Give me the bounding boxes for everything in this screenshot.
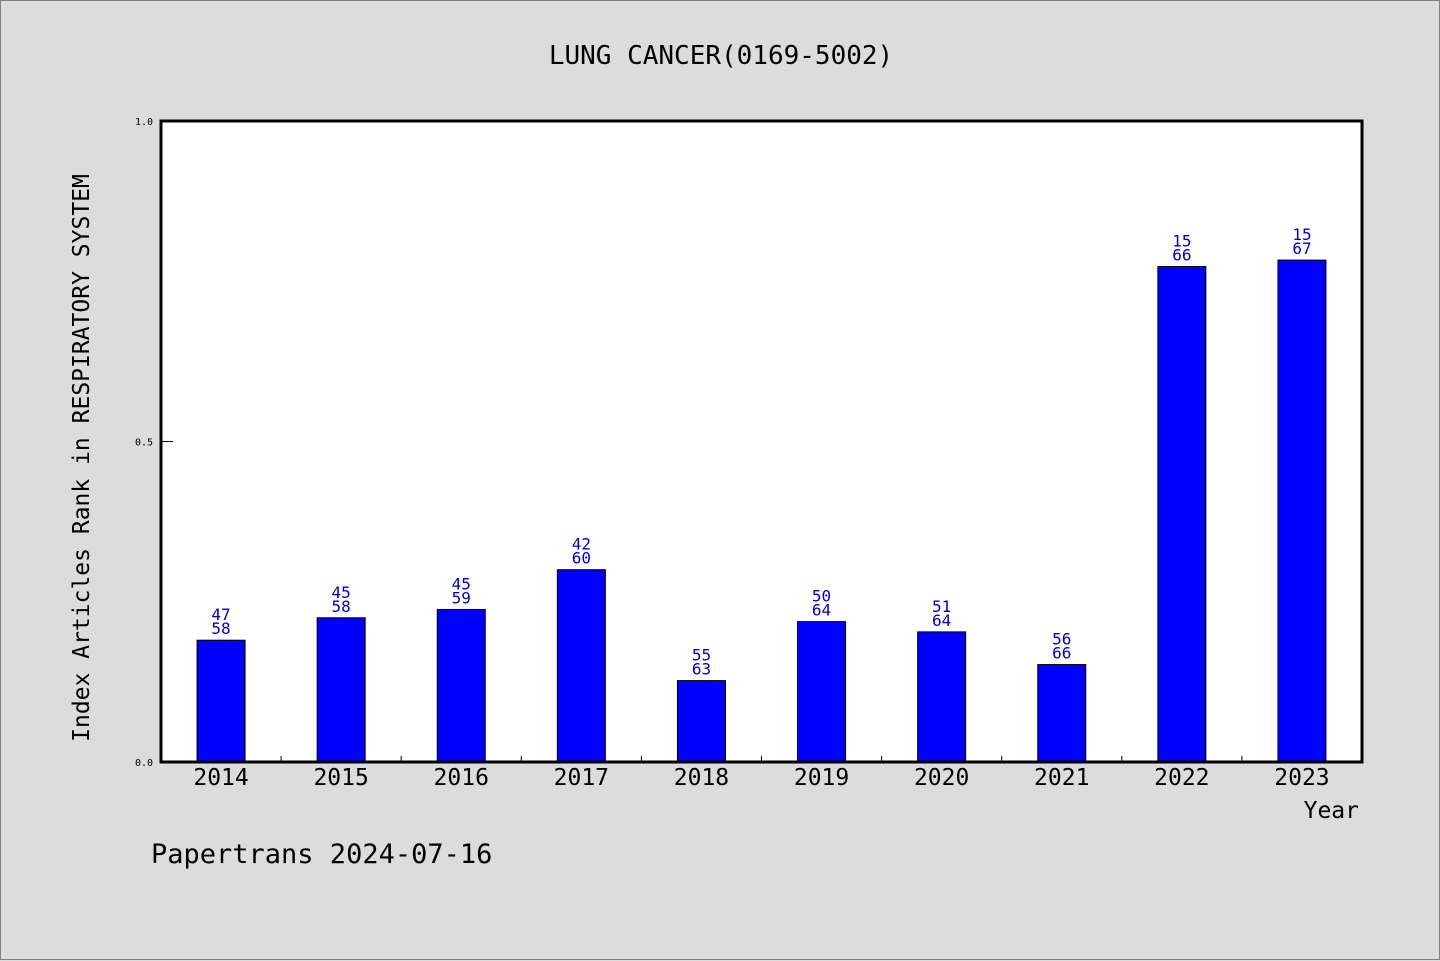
bar-data-label: 64 — [932, 611, 951, 630]
bar-data-label: 42 — [572, 535, 591, 554]
ticks-group: 2014 2015 2016 2017 2018 2019 2020 2021 2022 2023… — [135, 117, 1330, 791]
x-tick-label: 2016 — [434, 765, 489, 791]
y-tick-label: 0.5 — [135, 438, 153, 449]
bar-2022 — [1157, 266, 1207, 763]
x-tick-label: 2017 — [554, 765, 609, 791]
bar-2014 — [196, 639, 246, 763]
bar-data-label: 58 — [332, 597, 351, 616]
bar-data-label: 58 — [211, 619, 230, 638]
x-tick-label: 2023 — [1274, 765, 1329, 791]
x-tick-label: 2020 — [914, 765, 969, 791]
x-tick-label: 2015 — [313, 765, 368, 791]
bar-2021 — [1037, 664, 1087, 763]
x-axis-label: Year — [1304, 798, 1359, 824]
y-tick-label: 0.0 — [135, 758, 153, 769]
bar-data-label: 47 — [211, 605, 230, 624]
bar-data-label: 66 — [1052, 644, 1071, 663]
bar-data-label: 60 — [572, 549, 591, 568]
x-tick-label: 2022 — [1154, 765, 1209, 791]
bar-2020 — [917, 631, 967, 763]
bar-data-label: 51 — [932, 597, 951, 616]
bar-2016 — [436, 608, 486, 763]
bar-data-label: 50 — [812, 587, 831, 606]
footer-watermark: Papertrans 2024-07-16 — [151, 839, 492, 870]
bar-data-label: 45 — [332, 583, 351, 602]
bar-data-label: 45 — [452, 574, 471, 593]
bar-data-label: 56 — [1052, 630, 1071, 649]
bar-data-label: 55 — [692, 646, 711, 665]
bar-data-label: 15 — [1292, 225, 1311, 244]
bar-2019 — [797, 621, 847, 763]
bar-2018 — [676, 680, 726, 763]
x-tick-label: 2021 — [1034, 765, 1089, 791]
bar-data-label: 66 — [1172, 246, 1191, 265]
x-tick-label: 2014 — [193, 765, 248, 791]
bar-data-label: 15 — [1172, 232, 1191, 251]
bar-data-label: 59 — [452, 588, 471, 607]
bar-data-label: 67 — [1292, 239, 1311, 258]
chart-title: LUNG CANCER(0169-5002) — [549, 41, 893, 71]
bar-data-label: 64 — [812, 601, 831, 620]
y-axis-label: Index Articles Rank in RESPIRATORY SYSTE… — [69, 174, 95, 742]
plot-frame — [159, 119, 1364, 764]
bar-data-label: 63 — [692, 660, 711, 679]
y-tick-label: 1.0 — [135, 117, 153, 128]
x-tick-label: 2019 — [794, 765, 849, 791]
bar-2015 — [316, 617, 366, 763]
x-tick-label: 2018 — [674, 765, 729, 791]
bar-2023 — [1277, 259, 1327, 763]
bar-2017 — [556, 569, 606, 763]
